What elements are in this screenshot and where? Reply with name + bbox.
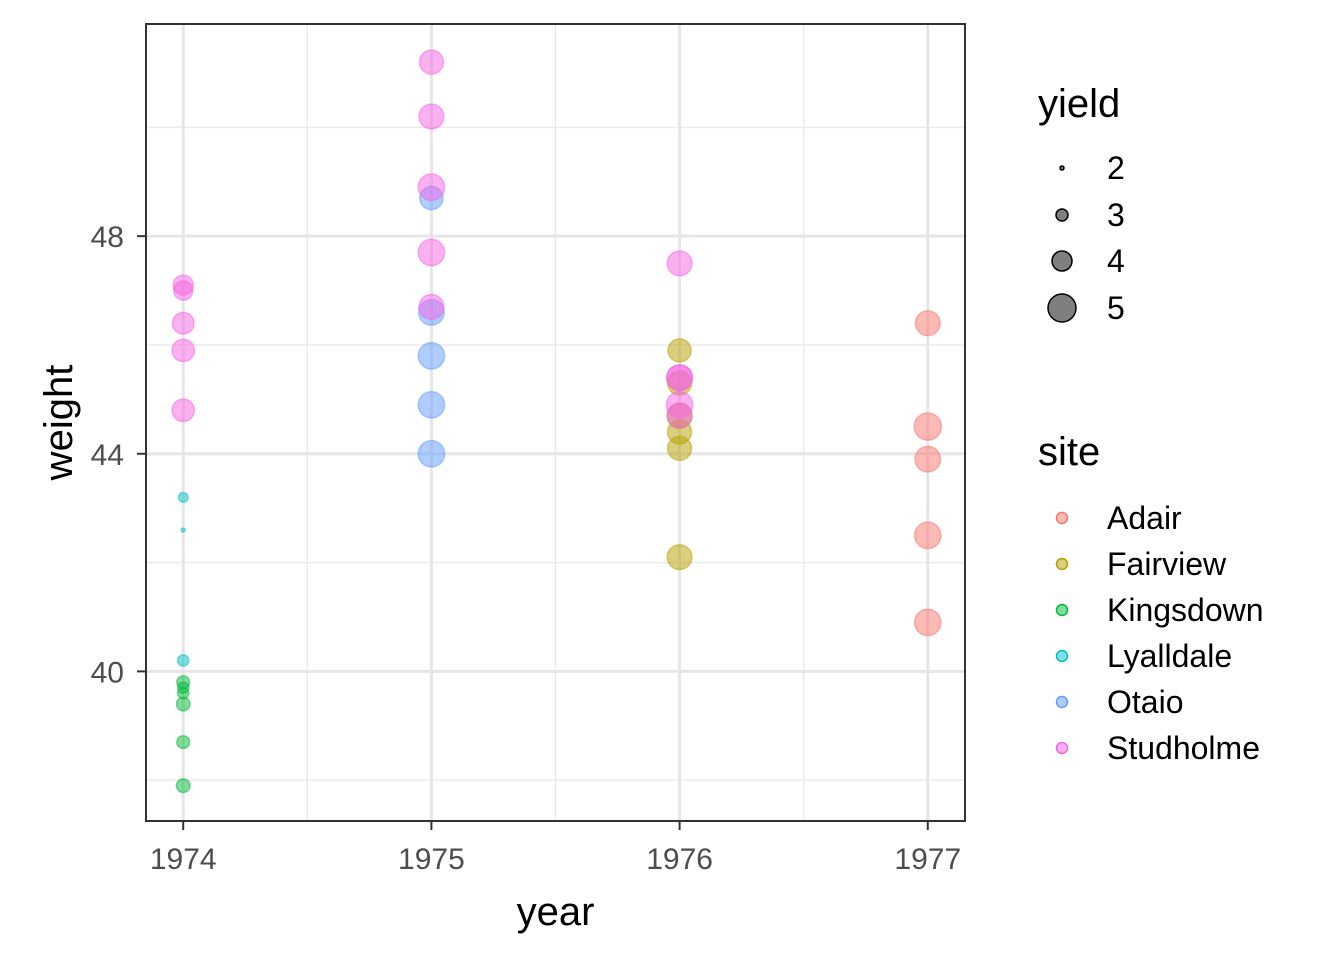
data-point-adair (913, 608, 942, 637)
size-legend-label: 3 (1107, 197, 1125, 233)
size-legend-key (1055, 208, 1069, 222)
data-points (171, 49, 943, 794)
x-axis-title: year (517, 890, 595, 934)
color-legend-key (1055, 649, 1069, 663)
color-legend: site Adair Fairview Kingsdown Lyalldale Otai… (1038, 430, 1264, 766)
color-legend-label: Kingsdown (1107, 592, 1264, 628)
y-axis-title: weight (37, 365, 81, 482)
y-tick-label: 48 (91, 221, 124, 254)
data-point-studholme (171, 311, 195, 335)
data-point-adair (913, 412, 943, 441)
data-point-otaio (417, 439, 446, 468)
color-legend-label: Fairview (1107, 546, 1227, 582)
size-legend-label: 4 (1107, 243, 1125, 279)
size-legend-title: yield (1038, 82, 1120, 126)
data-point-lyalldale (180, 527, 186, 533)
data-point-studholme (418, 103, 445, 130)
data-point-studholme (418, 49, 445, 75)
size-legend-label: 5 (1107, 290, 1125, 326)
data-point-adair (914, 310, 941, 337)
size-legend-key (1047, 293, 1077, 323)
color-legend-label: Lyalldale (1107, 638, 1232, 674)
data-point-studholme (666, 364, 694, 392)
data-point-studholme (171, 338, 196, 363)
data-point-studholme (417, 238, 446, 267)
plot-panel (145, 23, 966, 822)
data-point-fairview (667, 338, 692, 363)
size-legend-label: 2 (1107, 150, 1125, 186)
size-legend-key (1051, 250, 1073, 272)
color-legend-key (1055, 741, 1069, 755)
data-point-studholme (666, 402, 693, 429)
data-point-adair (914, 445, 942, 473)
x-tick-label: 1976 (646, 843, 713, 876)
data-point-kingsdown (176, 734, 191, 750)
color-legend-label: Studholme (1107, 730, 1260, 766)
data-point-studholme (171, 398, 196, 423)
x-tick-label: 1975 (398, 843, 465, 876)
color-legend-key (1055, 695, 1069, 709)
y-tick-label: 40 (91, 656, 124, 689)
color-legend-key (1055, 511, 1069, 525)
data-point-studholme (418, 293, 445, 321)
color-legend-key (1055, 603, 1069, 617)
color-legend-label: Adair (1107, 500, 1182, 536)
data-point-lyalldale (176, 654, 190, 667)
color-legend-title: site (1038, 430, 1100, 474)
data-point-otaio (417, 390, 446, 419)
color-legend-key (1055, 557, 1069, 571)
minor-gridlines (146, 24, 965, 821)
x-axis: 1974 1975 1976 1977 (150, 821, 961, 876)
data-point-fairview (666, 543, 693, 571)
data-point-otaio (417, 341, 446, 370)
data-point-kingsdown (175, 696, 191, 712)
x-tick-label: 1977 (894, 843, 961, 876)
panel-border (145, 23, 966, 822)
color-legend-label: Otaio (1107, 684, 1183, 720)
data-point-fairview (666, 435, 693, 462)
data-point-kingsdown (175, 778, 191, 794)
data-point-adair (913, 521, 942, 550)
y-axis: 40 44 48 (91, 221, 146, 689)
y-tick-label: 44 (91, 439, 124, 472)
data-point-studholme (666, 250, 693, 277)
x-tick-label: 1974 (150, 843, 217, 876)
data-point-lyalldale (177, 491, 189, 503)
size-legend-key (1059, 165, 1065, 171)
data-point-studholme (172, 280, 194, 301)
data-point-studholme (417, 173, 446, 202)
size-legend: yield 2 3 4 5 (1038, 82, 1125, 326)
